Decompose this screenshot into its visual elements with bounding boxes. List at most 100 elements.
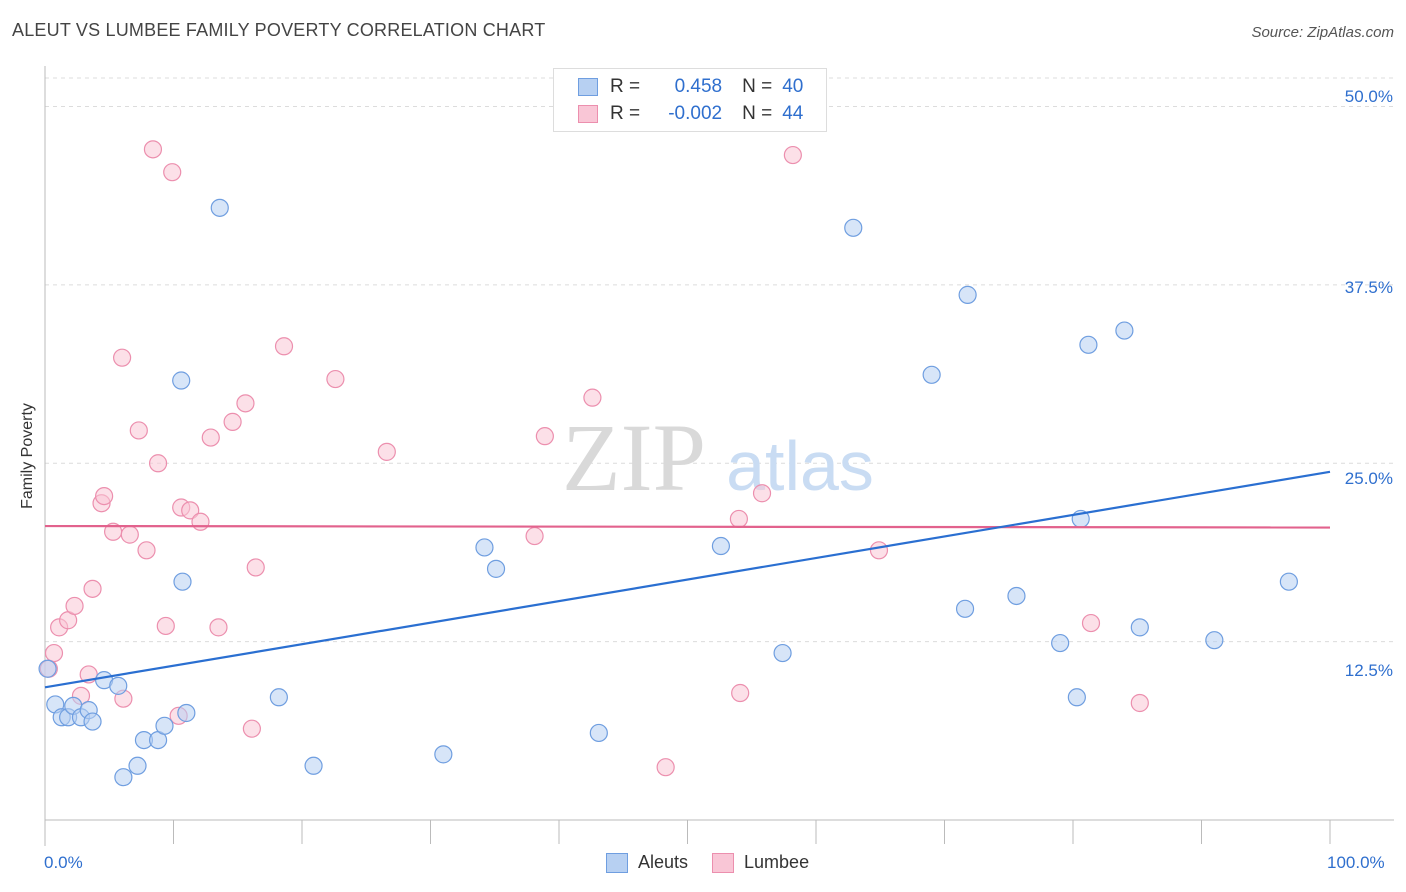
y-tick-label-25: 25.0% [1344, 469, 1393, 488]
aleuts-point [83, 712, 102, 731]
lumbee-point [209, 618, 228, 637]
watermark: ZIP atlas [562, 404, 874, 511]
x-tick-label-100: 100.0% [1327, 853, 1385, 872]
lumbee-point [525, 526, 544, 546]
lumbee-point [129, 421, 148, 440]
legend: R = 0.458 N = 40 R = -0.002 N = 44 [553, 68, 827, 132]
aleuts-point [475, 538, 494, 557]
legend-item-aleuts[interactable]: Aleuts [606, 852, 688, 873]
aleuts-point [1067, 688, 1086, 707]
lumbee-point [377, 442, 396, 461]
lumbee-point [869, 541, 889, 560]
watermark-atlas: atlas [726, 427, 874, 505]
aleuts-point [486, 559, 506, 578]
legend-r-label: R = [610, 103, 641, 124]
lumbee-point [163, 163, 182, 182]
aleuts-point [773, 643, 792, 663]
aleuts-point [155, 716, 174, 735]
legend-n-label: N = [742, 103, 773, 124]
aleuts-point [269, 688, 288, 707]
aleuts-point [1079, 335, 1098, 354]
lumbee-point [201, 428, 220, 447]
lumbee-point [112, 348, 132, 367]
lumbee-point [656, 758, 675, 777]
lumbee-point [583, 388, 602, 407]
lumbee-point [1081, 613, 1101, 633]
lumbee-point [143, 140, 163, 159]
legend-swatch-lumbee [578, 105, 598, 123]
lumbee-point [191, 512, 210, 531]
aleuts-point [1051, 633, 1070, 653]
lumbee-point [148, 454, 168, 473]
y-tick-label-37-5: 37.5% [1344, 278, 1393, 297]
legend-n-value-aleuts: 40 [782, 76, 804, 97]
trend-lines [44, 470, 1331, 689]
y-tick-label-50: 50.0% [1344, 87, 1393, 106]
lumbee-trend-line [44, 524, 1331, 529]
aleuts-trend-line [44, 470, 1331, 689]
series-legend: Aleuts Lumbee [606, 852, 833, 873]
source-label: Source: ZipAtlas.com [1251, 24, 1394, 41]
legend-swatch-aleuts [578, 78, 598, 96]
aleuts-point [589, 723, 608, 743]
aleuts-point [922, 365, 941, 384]
lumbee-point [236, 394, 255, 413]
lumbee-point [137, 541, 156, 560]
aleuts-point [109, 676, 128, 695]
watermark-zip: ZIP [562, 404, 706, 511]
legend-n-value-lumbee: 44 [782, 103, 804, 124]
lumbee-point [729, 509, 749, 529]
aleuts-point [210, 198, 229, 217]
aleuts-point [38, 659, 57, 678]
aleuts-point [434, 745, 453, 764]
aleuts-point [304, 756, 323, 775]
series-aleuts-points [38, 198, 1298, 787]
aleuts-point [955, 599, 975, 618]
lumbee-point [246, 558, 265, 577]
legend-swatch-lumbee [712, 852, 735, 873]
lumbee-point [535, 427, 554, 446]
chart-title: ALEUT VS LUMBEE FAMILY POVERTY CORRELATI… [12, 20, 546, 40]
aleuts-point [958, 285, 977, 304]
lumbee-point [783, 145, 802, 165]
legend-r-label: R = [610, 76, 641, 97]
lumbee-point [181, 501, 200, 520]
aleuts-point [1205, 631, 1224, 650]
lumbee-point [242, 719, 261, 738]
lumbee-point [752, 484, 772, 503]
lumbee-point [274, 337, 294, 356]
x-tick-label-0: 0.0% [44, 853, 83, 872]
aleuts-point [1130, 618, 1149, 637]
legend-n-label: N = [742, 76, 773, 97]
aleuts-point [128, 756, 147, 775]
legend-r-value-lumbee: -0.002 [668, 103, 723, 124]
lumbee-point [731, 683, 750, 703]
aleuts-point [172, 371, 191, 390]
legend-label-lumbee: Lumbee [744, 852, 810, 872]
lumbee-point [83, 579, 102, 598]
lumbee-point [95, 486, 114, 506]
lumbee-point [326, 369, 345, 389]
lumbee-point [1130, 693, 1149, 713]
legend-row-aleuts: R = 0.458 N = 40 [578, 75, 803, 99]
lumbee-point [156, 616, 175, 636]
aleuts-point [1279, 572, 1298, 591]
legend-row-lumbee: R = -0.002 N = 44 [578, 102, 803, 126]
legend-item-lumbee[interactable]: Lumbee [712, 852, 809, 873]
gridlines [45, 77, 1394, 643]
aleuts-point [177, 703, 196, 723]
y-tick-label-12-5: 12.5% [1344, 661, 1393, 680]
lumbee-point [44, 643, 64, 663]
legend-label-aleuts: Aleuts [638, 852, 689, 872]
aleuts-point [114, 768, 133, 787]
lumbee-point [65, 596, 84, 616]
aleuts-point [173, 572, 192, 591]
aleuts-point [711, 536, 731, 556]
aleuts-point [844, 218, 863, 237]
y-axis-label: Family Poverty [19, 403, 36, 509]
aleuts-point [1007, 586, 1026, 606]
aleuts-point [1115, 321, 1134, 340]
legend-swatch-aleuts [606, 852, 628, 873]
axes [44, 66, 1394, 846]
